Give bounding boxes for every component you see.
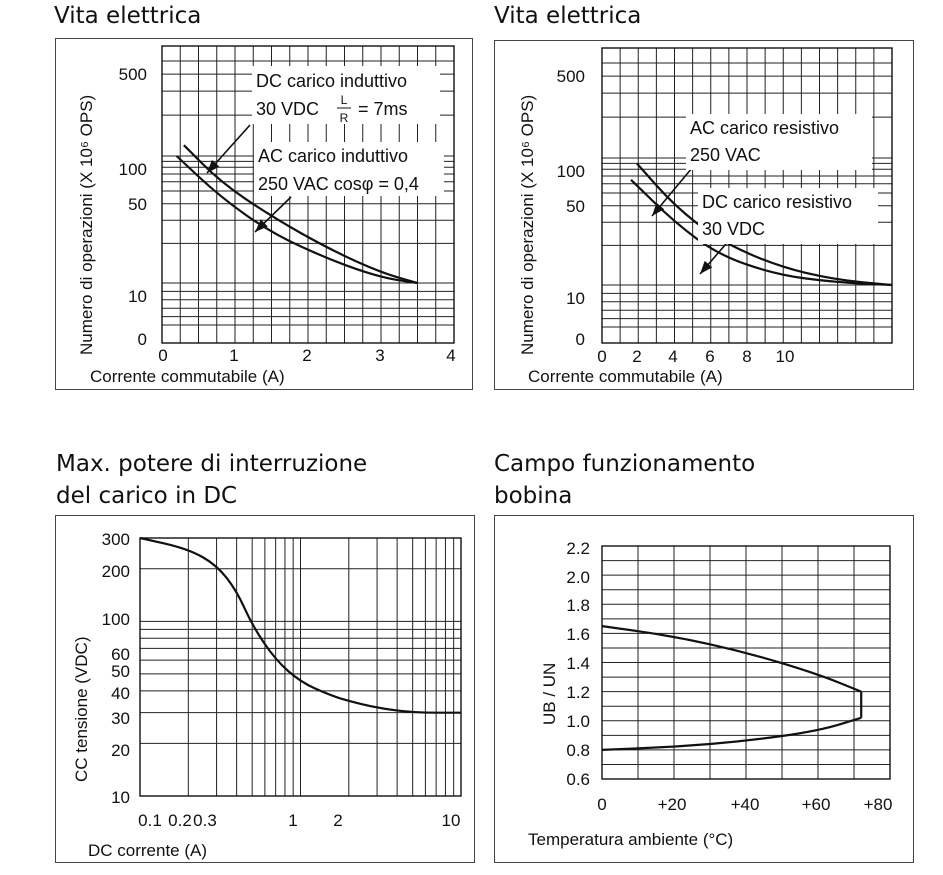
c4-ytick-label: 1.6 xyxy=(566,625,590,644)
chart4-title-line1: Campo funzionamento xyxy=(494,451,756,477)
c1-annotation-dc-voltage: 30 VDC xyxy=(256,99,319,119)
c2-series-2-line xyxy=(630,179,893,287)
c2-ylabel: Numero di operazioni (X 10⁶ OPS) xyxy=(518,95,537,355)
c4-ytick-label: 0.6 xyxy=(566,770,590,789)
chart4-panel xyxy=(494,515,914,863)
c1-annotation-dc-ratio: = 7ms xyxy=(358,99,408,119)
c3-xtick-label: 0.2 xyxy=(168,811,192,830)
c1-series-2-line xyxy=(175,155,418,285)
c1-annotation-ac-title: AC carico induttivo xyxy=(258,146,408,166)
c4-xtick-label: +60 xyxy=(802,795,831,814)
c3-xtick-label: 0.1 xyxy=(138,811,162,830)
c4-xtick-label: +80 xyxy=(864,795,893,814)
c3-frame xyxy=(139,537,462,797)
c2-xtick-label: 2 xyxy=(632,347,641,366)
c3-xtick-label: 2 xyxy=(333,811,342,830)
c1-annotation-ac-bg xyxy=(254,142,444,196)
c4-ytick-label: 1.0 xyxy=(566,712,590,731)
c1-ytick-label: 500 xyxy=(119,65,147,84)
c4-frame xyxy=(601,545,891,780)
c4-ytick-label: 2.2 xyxy=(566,539,590,558)
c2-frame xyxy=(601,47,893,344)
c2-ytick-label: 0 xyxy=(576,330,585,349)
c1-xtick-label: 2 xyxy=(302,346,311,365)
c1-xtick-label: 0 xyxy=(158,346,167,365)
c2-xtick-label: 6 xyxy=(705,347,714,366)
c3-ytick-label: 40 xyxy=(111,684,130,703)
c1-annotation-ac-detail: 250 VAC cosφ = 0,4 xyxy=(258,174,419,194)
c3-ytick-label: 20 xyxy=(111,741,130,760)
c2-ytick-label: 500 xyxy=(557,67,585,86)
c4-ytick-label: 1.4 xyxy=(566,654,590,673)
c1-annotation-bg xyxy=(252,66,440,124)
c4-xtick-label: 0 xyxy=(597,795,606,814)
chart3-title-line2: del carico in DC xyxy=(56,483,238,509)
c2-ytick-label: 10 xyxy=(566,289,585,308)
c3-ytick-label: 300 xyxy=(102,530,130,549)
c1-arrow-dc-head xyxy=(207,159,220,173)
c3-xtick-label: 10 xyxy=(442,811,461,830)
c1-xlabel: Corrente commutabile (A) xyxy=(90,367,285,386)
c3-ylabel: CC tensione (VDC) xyxy=(72,637,91,783)
c2-ytick-label: 100 xyxy=(557,162,585,181)
c1-frame xyxy=(161,45,455,344)
c3-xlabel: DC corrente (A) xyxy=(88,841,207,860)
c4-lower-limit-line xyxy=(601,716,862,751)
c3-ytick-label: 60 xyxy=(111,645,130,664)
c4-ytick-label: 1.8 xyxy=(566,596,590,615)
c1-xtick-label: 4 xyxy=(446,346,455,365)
c2-xtick-label: 4 xyxy=(668,347,677,366)
chart3-title-line1: Max. potere di interruzione xyxy=(56,451,368,477)
c4-ytick-label: 1.2 xyxy=(566,683,590,702)
c1-ytick-label: 10 xyxy=(128,287,147,306)
chart2-title: Vita elettrica xyxy=(494,3,642,29)
c3-ytick-label: 100 xyxy=(102,610,130,629)
c2-arrow-dc-head xyxy=(700,260,713,274)
chart4-title-line2: bobina xyxy=(494,483,573,509)
c4-ytick-label: 0.8 xyxy=(566,741,590,760)
c1-annotation-dc-title: DC carico induttivo xyxy=(256,71,407,91)
c3-ytick-label: 10 xyxy=(111,788,130,807)
c3-series-line xyxy=(139,536,461,714)
c2-xtick-label: 8 xyxy=(742,347,751,366)
c2-ytick-label: 50 xyxy=(566,197,585,216)
c2-xlabel: Corrente commutabile (A) xyxy=(528,367,723,386)
c4-xtick-label: +40 xyxy=(731,795,760,814)
c1-arrow-ac-head xyxy=(255,219,268,232)
c2-arrow-ac-head xyxy=(652,202,665,216)
c2-annotation-dc-bg xyxy=(698,188,878,244)
c4-ytick-label: 2.0 xyxy=(566,568,590,587)
c4-ylabel: UB / UN xyxy=(540,663,559,725)
c1-series-1-line xyxy=(183,144,418,285)
c3-ytick-label: 50 xyxy=(111,662,130,681)
c1-fraction-denominator: R xyxy=(340,111,349,125)
c2-series-1-line xyxy=(635,162,893,287)
c2-annotation-ac-bg xyxy=(686,114,872,170)
c3-xtick-label: 0.3 xyxy=(193,811,217,830)
c1-xtick-label: 1 xyxy=(229,346,238,365)
c2-annotation-ac-detail: 250 VAC xyxy=(690,145,761,165)
c1-ytick-label: 50 xyxy=(128,195,147,214)
chart1-title: Vita elettrica xyxy=(54,3,202,29)
c1-ylabel: Numero di operazioni (X 10⁶ OPS) xyxy=(77,95,96,355)
c4-xtick-label: +20 xyxy=(658,795,687,814)
c2-xtick-label: 10 xyxy=(776,347,795,366)
c2-annotation-dc-detail: 30 VDC xyxy=(702,219,765,239)
c2-annotation-dc-title: DC carico resistivo xyxy=(702,192,852,212)
c4-upper-limit-line xyxy=(601,625,862,693)
c2-xtick-label: 0 xyxy=(597,347,606,366)
c3-ytick-label: 200 xyxy=(102,562,130,581)
c1-ytick-label: 100 xyxy=(119,160,147,179)
c3-ytick-label: 30 xyxy=(111,709,130,728)
c1-xtick-label: 3 xyxy=(375,346,384,365)
c1-ytick-label: 0 xyxy=(138,330,147,349)
c3-xtick-label: 1 xyxy=(288,811,297,830)
c4-xlabel: Temperatura ambiente (°C) xyxy=(528,830,733,849)
c2-annotation-ac-title: AC carico resistivo xyxy=(690,118,839,138)
c1-fraction-numerator: L xyxy=(341,93,348,107)
